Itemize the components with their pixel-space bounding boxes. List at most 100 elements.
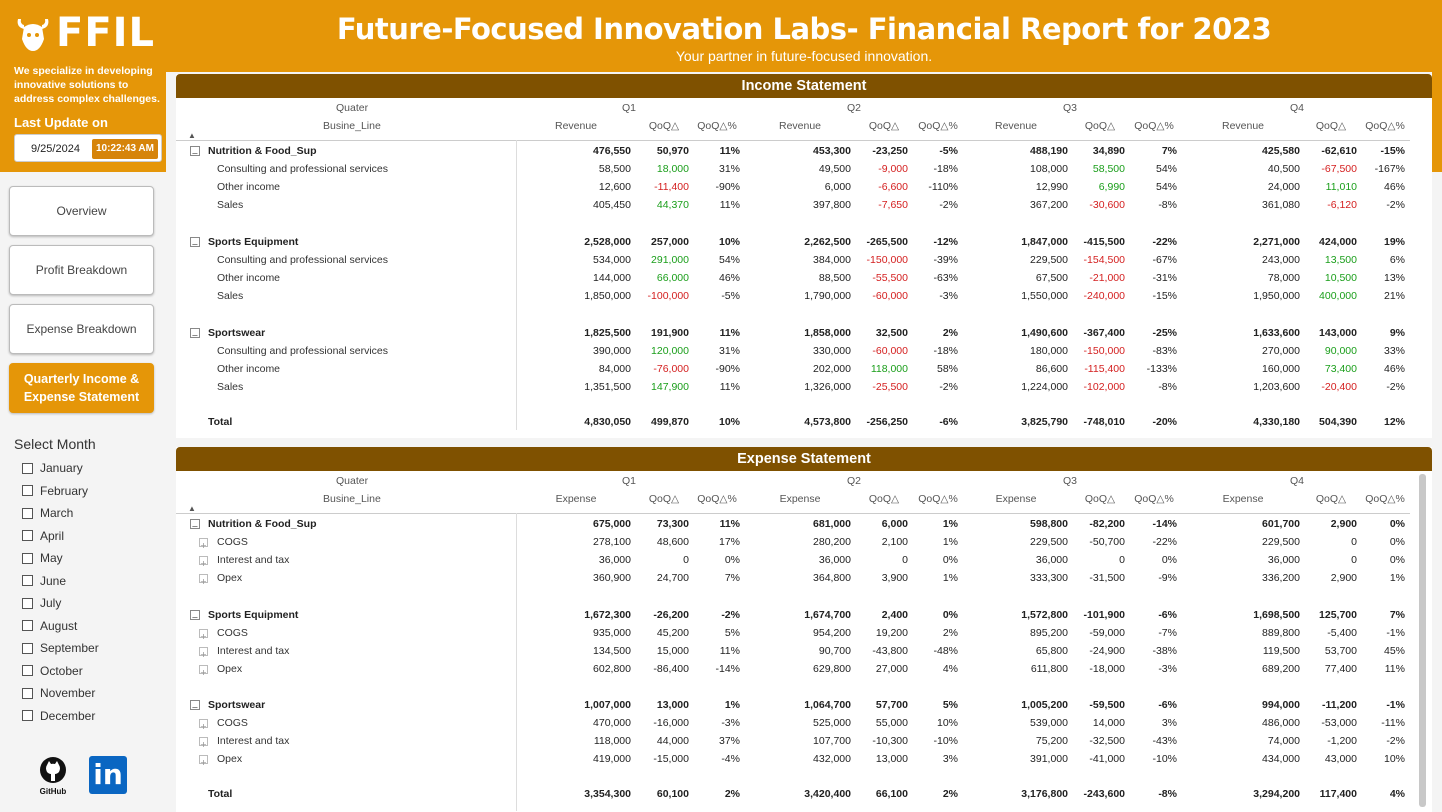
nav-quarterly-statement-button[interactable]: Quarterly Income & Expense Statement (9, 363, 154, 413)
cell-value: -83% (1152, 345, 1177, 357)
month-label: April (40, 528, 65, 543)
expand-icon[interactable]: + (199, 646, 208, 661)
linkedin-icon[interactable]: in (89, 756, 127, 794)
metric-header[interactable]: QoQ△% (697, 493, 737, 505)
expand-icon[interactable]: + (199, 574, 208, 588)
collapse-icon[interactable]: − (190, 146, 200, 160)
expense-scrollbar[interactable] (1419, 474, 1426, 807)
cell-value: 257,000 (651, 236, 689, 248)
nav-profit-breakdown-button[interactable]: Profit Breakdown (9, 245, 154, 295)
cell-value: 1% (724, 699, 740, 711)
cell-value: -6% (1158, 608, 1177, 621)
checkbox-icon[interactable] (22, 462, 33, 474)
cell-value: 58,500 (1092, 163, 1125, 175)
cell-value: 10% (1383, 753, 1405, 765)
cell-value: -7% (1158, 626, 1177, 639)
month-option[interactable]: September (22, 641, 99, 655)
metric-header[interactable]: QoQ△ (868, 120, 900, 132)
cell-value: 1,064,700 (804, 699, 851, 711)
collapse-icon[interactable]: − (190, 700, 200, 714)
metric-header[interactable]: Revenue (778, 120, 822, 132)
cell-value: 1,203,600 (1253, 381, 1300, 393)
collapse-icon[interactable]: − (190, 609, 200, 624)
checkbox-icon[interactable] (22, 485, 33, 496)
expand-icon[interactable]: + (199, 538, 208, 552)
cell-value: 108,000 (1030, 163, 1068, 175)
month-option[interactable]: August (22, 619, 77, 633)
month-option[interactable]: December (22, 709, 95, 723)
cell-value: 895,200 (1030, 626, 1068, 639)
metric-header[interactable]: Revenue (554, 120, 598, 132)
metric-header[interactable]: QoQ△ (648, 120, 680, 132)
metric-header[interactable]: QoQ△ (648, 493, 680, 505)
checkbox-icon[interactable] (22, 687, 33, 699)
nav-expense-breakdown-button[interactable]: Expense Breakdown (9, 304, 154, 354)
expand-icon[interactable]: + (199, 719, 208, 733)
expand-icon[interactable]: + (199, 755, 208, 769)
checkbox-icon[interactable] (22, 665, 33, 676)
cell-value: 66,000 (656, 272, 689, 284)
cell-value: -31,500 (1089, 572, 1125, 584)
metric-header[interactable]: QoQ△% (1134, 493, 1174, 505)
expand-icon[interactable]: + (199, 556, 208, 570)
expand-icon[interactable]: + (199, 737, 208, 751)
checkbox-icon[interactable] (22, 507, 33, 519)
checkbox-icon[interactable] (22, 597, 33, 609)
month-option[interactable]: November (22, 686, 95, 700)
cell-value: 48,600 (656, 536, 689, 548)
month-option[interactable]: April (22, 529, 64, 543)
cell-value: 58% (936, 363, 958, 375)
month-option[interactable]: October (22, 664, 83, 678)
metric-header[interactable]: QoQ△% (918, 120, 958, 132)
checkbox-icon[interactable] (22, 620, 33, 631)
checkbox-icon[interactable] (22, 552, 33, 564)
month-option[interactable]: February (22, 484, 88, 498)
month-option[interactable]: March (22, 506, 73, 520)
cell-value: 1,224,000 (1021, 381, 1068, 393)
metric-header[interactable]: QoQ△ (1315, 493, 1347, 505)
checkbox-icon[interactable] (22, 575, 33, 586)
expand-icon[interactable]: + (199, 628, 208, 643)
checkbox-icon[interactable] (22, 710, 33, 721)
collapse-icon[interactable]: − (190, 519, 200, 533)
group-name: Sportswear (208, 327, 266, 339)
cell-value: -100,000 (647, 290, 689, 302)
row-name: Interest and tax (217, 735, 290, 747)
collapse-icon[interactable]: − (190, 328, 200, 342)
metric-header[interactable]: Revenue (994, 120, 1038, 132)
expand-icon[interactable]: + (199, 664, 208, 679)
metric-header[interactable]: Expense (995, 493, 1037, 505)
metric-header[interactable]: QoQ△% (918, 493, 958, 505)
cell-value: 36,000 (598, 554, 631, 566)
metric-header[interactable]: QoQ△ (1084, 493, 1116, 505)
metric-header[interactable]: QoQ△ (1084, 120, 1116, 132)
metric-header[interactable]: Expense (1222, 493, 1264, 505)
metric-header[interactable]: QoQ△ (1315, 120, 1347, 132)
nav-overview-button[interactable]: Overview (9, 186, 154, 236)
checkbox-icon[interactable] (22, 530, 33, 541)
metric-header[interactable]: QoQ△ (868, 493, 900, 505)
cell-value: 11,010 (1325, 181, 1357, 193)
cell-value: 7% (1161, 145, 1177, 157)
cell-value: 0 (683, 554, 689, 566)
month-option[interactable]: May (22, 551, 63, 565)
month-option[interactable]: January (22, 461, 83, 475)
metric-header[interactable]: QoQ△% (1365, 120, 1405, 132)
metric-header[interactable]: Expense (779, 493, 821, 505)
month-option[interactable]: June (22, 574, 66, 588)
cell-value: 66,100 (875, 788, 908, 800)
cell-value: -18% (933, 163, 958, 175)
metric-header[interactable]: QoQ△% (1134, 120, 1174, 132)
collapse-icon[interactable]: − (190, 237, 200, 251)
metric-header[interactable]: QoQ△% (697, 120, 737, 132)
metric-header[interactable]: Expense (555, 493, 597, 505)
checkbox-icon[interactable] (22, 642, 33, 654)
sort-arrow-icon[interactable]: ▲ (188, 131, 196, 140)
month-option[interactable]: July (22, 596, 61, 610)
sort-arrow-icon[interactable]: ▲ (188, 504, 196, 513)
metric-header[interactable]: Revenue (1221, 120, 1265, 132)
metric-header[interactable]: QoQ△% (1365, 493, 1405, 505)
github-link[interactable]: GitHub (38, 756, 68, 796)
cell-value: -11,400 (654, 181, 689, 193)
cell-value: 147,900 (651, 381, 689, 393)
